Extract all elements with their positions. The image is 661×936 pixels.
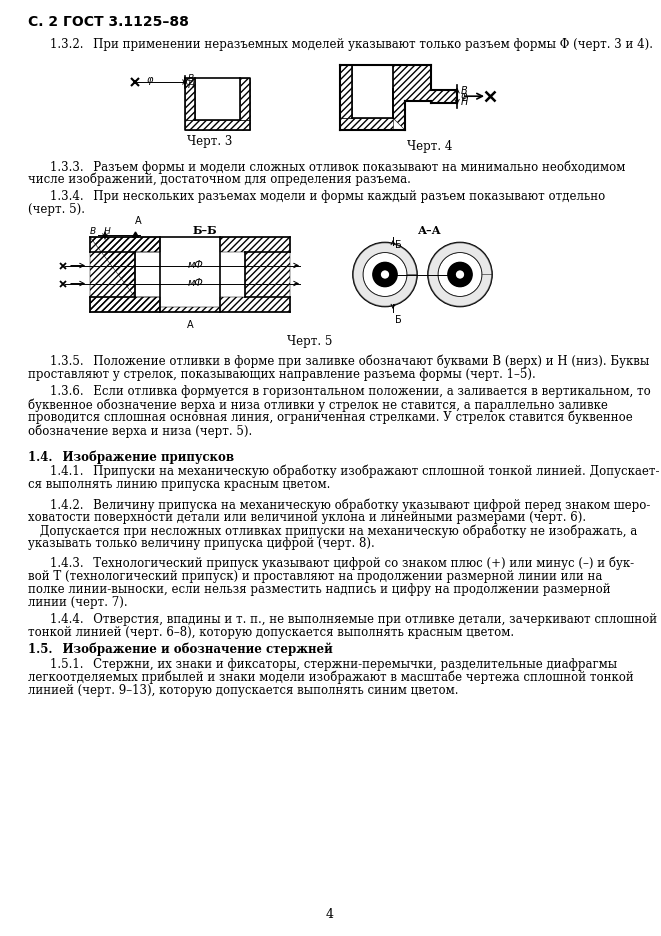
Text: ховатости поверхности детали или величиной уклона и линейными размерами (черт. 6: ховатости поверхности детали или величин… — [28, 511, 586, 524]
Text: В: В — [461, 86, 468, 95]
Text: Б: Б — [395, 315, 402, 325]
Text: 1.4.1.  Припуски на механическую обработку изображают сплошной тонкой линией. До: 1.4.1. Припуски на механическую обработк… — [50, 465, 660, 478]
Text: 1.3.4.  При нескольких разъемах модели и формы каждый разъем показывают отдельно: 1.3.4. При нескольких разъемах модели и … — [50, 190, 605, 203]
Text: мФ: мФ — [187, 279, 203, 288]
Text: проставляют у стрелок, показывающих направление разъема формы (черт. 1–5).: проставляют у стрелок, показывающих напр… — [28, 368, 536, 381]
Text: Н: Н — [104, 227, 110, 236]
Text: 1.3.6.  Если отливка формуется в горизонтальном положении, а заливается в вертик: 1.3.6. Если отливка формуется в горизонт… — [50, 385, 650, 398]
Text: 1.5.1.  Стержни, их знаки и фиксаторы, стержни-перемычки, разделительные диафраг: 1.5.1. Стержни, их знаки и фиксаторы, ст… — [50, 658, 617, 671]
Text: 1.5.  Изображение и обозначение стержней: 1.5. Изображение и обозначение стержней — [28, 643, 332, 656]
Polygon shape — [373, 262, 397, 286]
Text: Н: Н — [188, 81, 195, 90]
Text: 1.4.4.  Отверстия, впадины и т. п., не выполняемые при отливке детали, зачеркива: 1.4.4. Отверстия, впадины и т. п., не вы… — [50, 613, 657, 626]
Text: Б: Б — [395, 240, 402, 250]
Text: Б–Б: Б–Б — [193, 225, 217, 236]
Text: А: А — [135, 216, 141, 226]
Text: Черт. 4: Черт. 4 — [407, 140, 453, 153]
Text: Н: Н — [461, 96, 469, 107]
Polygon shape — [428, 242, 492, 306]
Text: легкоотделяемых прибылей и знаки модели изображают в масштабе чертежа сплошной т: легкоотделяемых прибылей и знаки модели … — [28, 671, 634, 684]
Text: числе изображений, достаточном для определения разъема.: числе изображений, достаточном для опред… — [28, 173, 411, 186]
Text: ся выполнять линию припуска красным цветом.: ся выполнять линию припуска красным цвет… — [28, 478, 330, 491]
Text: буквенное обозначение верха и низа отливки у стрелок не ставится, а параллельно : буквенное обозначение верха и низа отлив… — [28, 398, 608, 412]
Text: Черт. 5: Черт. 5 — [288, 335, 332, 348]
Text: В: В — [188, 74, 194, 83]
Text: 1.3.5.  Положение отливки в форме при заливке обозначают буквами B (верх) и Н (н: 1.3.5. Положение отливки в форме при зал… — [50, 355, 649, 369]
Text: С. 2 ГОСТ 3.1125–88: С. 2 ГОСТ 3.1125–88 — [28, 15, 189, 29]
Text: проводится сплошная основная линия, ограниченная стрелками. У стрелок ставится б: проводится сплошная основная линия, огра… — [28, 411, 633, 425]
Text: Черт. 3: Черт. 3 — [187, 135, 233, 148]
Text: полке линии-выноски, если нельзя разместить надпись и цифру на продолжении разме: полке линии-выноски, если нельзя размест… — [28, 583, 611, 596]
Polygon shape — [353, 242, 417, 306]
Text: В: В — [90, 227, 96, 236]
Text: 1.3.2.  При применении неразъемных моделей указывают только разъем формы Φ (черт: 1.3.2. При применении неразъемных моделе… — [50, 38, 653, 51]
Text: тонкой линией (черт. 6–8), которую допускается выполнять красным цветом.: тонкой линией (черт. 6–8), которую допус… — [28, 626, 514, 639]
Text: 1.4.  Изображение припусков: 1.4. Изображение припусков — [28, 450, 234, 463]
Text: φ: φ — [147, 75, 153, 85]
Text: 1.3.3.  Разъем формы и модели сложных отливок показывают на минимально необходим: 1.3.3. Разъем формы и модели сложных отл… — [50, 160, 625, 173]
Text: 1.4.3.  Технологический припуск указывают цифрой со знаком плюс (+) или минус (–: 1.4.3. Технологический припуск указывают… — [50, 557, 634, 571]
Text: линией (черт. 9–13), которую допускается выполнять синим цветом.: линией (черт. 9–13), которую допускается… — [28, 684, 459, 697]
Text: Допускается при несложных отливках припуски на механическую обработку не изображ: Допускается при несложных отливках припу… — [28, 524, 637, 537]
Text: А–А: А–А — [418, 225, 442, 236]
Text: линии (черт. 7).: линии (черт. 7). — [28, 596, 128, 609]
Text: обозначение верха и низа (черт. 5).: обозначение верха и низа (черт. 5). — [28, 424, 253, 437]
Text: вой Т (технологический припуск) и проставляют на продолжении размерной линии или: вой Т (технологический припуск) и проста… — [28, 570, 602, 583]
Text: мФ: мФ — [187, 260, 203, 271]
Polygon shape — [448, 262, 472, 286]
Text: 1.4.2.  Величину припуска на механическую обработку указывают цифрой перед знако: 1.4.2. Величину припуска на механическую… — [50, 498, 650, 511]
Text: А: А — [186, 320, 193, 330]
Text: 4: 4 — [326, 908, 334, 921]
Text: указывать только величину припуска цифрой (черт. 8).: указывать только величину припуска цифро… — [28, 537, 375, 550]
Text: φ: φ — [461, 91, 467, 101]
Text: (черт. 5).: (черт. 5). — [28, 203, 85, 216]
